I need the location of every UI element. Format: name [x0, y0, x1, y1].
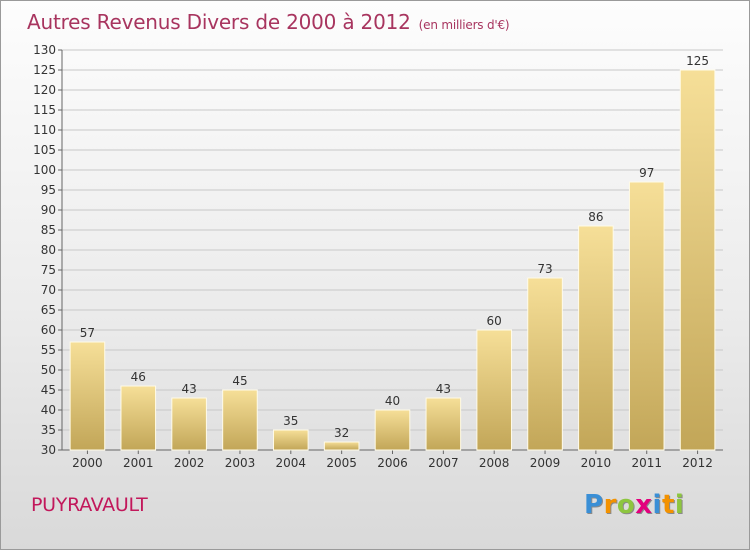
y-tick-label: 45 [41, 383, 56, 397]
proxiti-logo[interactable]: Proxiti [584, 490, 684, 520]
y-tick-label: 70 [41, 283, 56, 297]
gridlines [62, 49, 723, 451]
x-tick-label: 2010 [581, 456, 612, 470]
x-tick-label: 2004 [276, 456, 307, 470]
bar-value-label: 40 [385, 394, 400, 408]
y-tick-label: 60 [41, 323, 56, 337]
y-tick-label: 50 [41, 363, 56, 377]
bar [628, 181, 665, 451]
x-tick-label: 2001 [123, 456, 154, 470]
y-tick-label: 120 [33, 83, 56, 97]
y-tick-labels: 30 35 40 45 50 55 60 65 70 75 80 85 90 95 100 105 110 115… [33, 43, 56, 457]
bar-value-label: 43 [436, 382, 451, 396]
logo-letter: x [635, 490, 653, 520]
bars [69, 69, 716, 451]
y-tick-label: 80 [41, 243, 56, 257]
y-tick-label: 65 [41, 303, 56, 317]
x-tick-label: 2000 [72, 456, 103, 470]
y-tick-label: 115 [33, 103, 56, 117]
bar-value-label: 35 [283, 414, 298, 428]
x-tick-labels: 2000 2001 2002 2003 2004 2005 2006 2007 2008 2009… [72, 456, 713, 470]
logo-letter: i [652, 490, 662, 520]
bar [476, 329, 512, 451]
logo-letter: i [674, 490, 685, 520]
bar [425, 397, 462, 451]
logo-letter: t [661, 490, 675, 520]
bar-value-label: 60 [487, 314, 502, 328]
bar [222, 389, 258, 451]
y-tick-label: 75 [41, 263, 56, 277]
chart-title-unit: (en milliers d'€) [418, 18, 510, 32]
x-tick-label: 2003 [225, 456, 256, 470]
x-tick-label: 2008 [479, 456, 510, 470]
bar-value-label: 46 [131, 370, 146, 384]
logo-letter: o [616, 490, 636, 520]
bar-value-label: 45 [232, 374, 247, 388]
y-tick-label: 30 [41, 443, 56, 457]
x-tick-label: 2006 [377, 456, 408, 470]
bar [578, 225, 614, 451]
x-tick-label: 2002 [174, 456, 205, 470]
x-tick-label: 2007 [428, 456, 459, 470]
bar [120, 385, 157, 451]
logo-letter: P [584, 490, 604, 520]
y-tick-label: 35 [41, 423, 56, 437]
y-tick-label: 130 [33, 43, 56, 57]
x-tick-label: 2012 [682, 456, 713, 470]
y-tick-label: 40 [41, 403, 56, 417]
bar-value-label: 43 [181, 382, 196, 396]
bar-value-label: 73 [537, 262, 552, 276]
commune-name: PUYRAVAULT [31, 494, 148, 516]
bar [273, 429, 309, 451]
y-tick-label: 105 [33, 143, 56, 157]
bar-value-label: 125 [686, 54, 709, 68]
x-tick-label: 2011 [631, 456, 662, 470]
bar [374, 409, 411, 451]
chart-title: Autres Revenus Divers de 2000 à 2012 (en … [27, 10, 510, 34]
bar-value-labels: 57 46 43 45 35 32 40 43 60 73 86 97 125 [80, 54, 709, 440]
x-tick-label: 2009 [530, 456, 561, 470]
bar [171, 397, 207, 451]
bar-value-label: 57 [80, 326, 95, 340]
y-tick-label: 95 [41, 183, 56, 197]
y-tick-label: 110 [33, 123, 56, 137]
y-tick-label: 100 [33, 163, 56, 177]
bar [527, 277, 563, 451]
bar-value-label: 86 [588, 210, 603, 224]
bar [323, 441, 360, 451]
bar [69, 341, 106, 451]
bar-value-label: 97 [639, 166, 654, 180]
y-tick-label: 90 [41, 203, 56, 217]
bar [679, 69, 716, 451]
x-tick-label: 2005 [326, 456, 357, 470]
bar-value-label: 32 [334, 426, 349, 440]
y-tick-label: 85 [41, 223, 56, 237]
y-tick-label: 55 [41, 343, 56, 357]
chart-title-text: Autres Revenus Divers de 2000 à 2012 [27, 10, 411, 34]
y-tick-label: 125 [33, 63, 56, 77]
logo-letter: r [603, 490, 617, 520]
